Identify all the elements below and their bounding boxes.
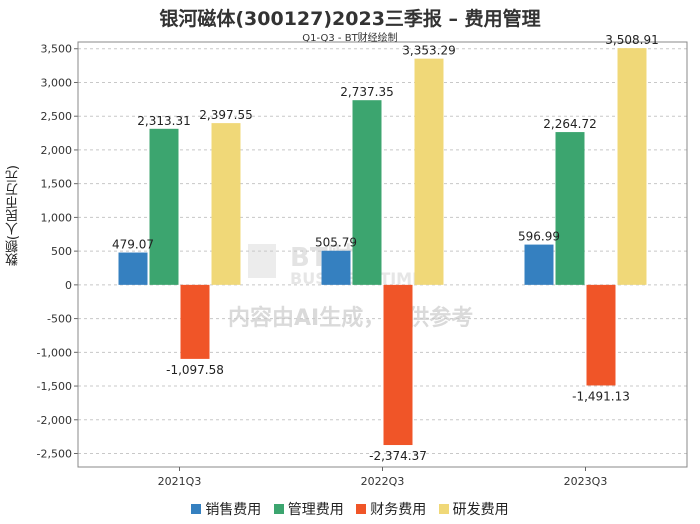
y-tick-label: -2,000 xyxy=(37,414,72,427)
x-tick-label: 2022Q3 xyxy=(361,475,405,488)
legend-swatch xyxy=(356,504,367,514)
data-label: 2,264.72 xyxy=(543,117,596,131)
y-tick-label: -1,000 xyxy=(37,346,72,359)
data-label: -1,097.58 xyxy=(166,363,224,377)
y-tick-label: -500 xyxy=(47,313,72,326)
legend-item-rnd[interactable]: 研发费用 xyxy=(438,499,509,519)
data-label: 505.79 xyxy=(315,236,357,250)
legend-swatch xyxy=(273,504,284,514)
watermark-logo xyxy=(248,244,276,278)
data-label: 2,397.55 xyxy=(199,108,252,122)
bar xyxy=(383,284,413,446)
legend-label: 销售费用 xyxy=(205,502,262,518)
chart-title: 银河磁体(300127)2023三季报 – 费用管理 xyxy=(159,8,541,30)
bar xyxy=(211,123,241,285)
y-tick-label: 0 xyxy=(65,279,72,292)
legend-label: 研发费用 xyxy=(452,502,509,518)
data-label: -1,491.13 xyxy=(572,389,630,403)
bar xyxy=(149,128,179,285)
x-tick-label: 2021Q3 xyxy=(158,475,202,488)
legend: 销售费用 管理费用 财务费用 研发费用 xyxy=(0,499,700,519)
y-tick-label: 1,000 xyxy=(41,211,73,224)
watermark-note: 内容由AI生成，仅供参考 xyxy=(228,305,473,331)
bar xyxy=(586,284,616,386)
bar xyxy=(180,284,210,359)
data-label: 3,508.91 xyxy=(605,33,658,47)
data-label: 3,353.29 xyxy=(402,44,455,58)
legend-label: 管理费用 xyxy=(287,502,344,518)
chart-subtitle: Q1-Q3 - BT财经绘制 xyxy=(302,33,398,44)
data-label: -2,374.37 xyxy=(369,449,427,463)
y-tick-label: -2,500 xyxy=(37,448,72,461)
legend-label: 财务费用 xyxy=(370,502,427,518)
y-tick-label: 2,500 xyxy=(41,110,73,123)
bar xyxy=(617,48,647,285)
data-label: 2,313.31 xyxy=(137,114,190,128)
legend-swatch xyxy=(191,504,202,514)
y-tick-label: 3,000 xyxy=(41,76,73,89)
y-tick-label: -1,500 xyxy=(37,380,72,393)
data-label: 596.99 xyxy=(518,230,560,244)
bar xyxy=(352,100,382,285)
y-tick-label: 2,000 xyxy=(41,144,73,157)
legend-swatch xyxy=(438,504,449,514)
x-tick-label: 2023Q3 xyxy=(564,475,608,488)
legend-item-admin[interactable]: 管理费用 xyxy=(273,499,344,519)
data-label: 479.07 xyxy=(112,238,154,252)
legend-item-finance[interactable]: 财务费用 xyxy=(356,499,426,519)
bar xyxy=(118,252,148,285)
bar xyxy=(524,244,554,285)
bar xyxy=(414,58,444,285)
legend-item-sales[interactable]: 销售费用 xyxy=(191,499,261,519)
bar xyxy=(555,132,585,285)
data-label: 2,737.35 xyxy=(340,85,393,99)
bar xyxy=(321,250,351,285)
y-tick-label: 500 xyxy=(51,245,72,258)
y-tick-label: 1,500 xyxy=(41,178,73,191)
y-tick-label: 3,500 xyxy=(41,43,73,56)
